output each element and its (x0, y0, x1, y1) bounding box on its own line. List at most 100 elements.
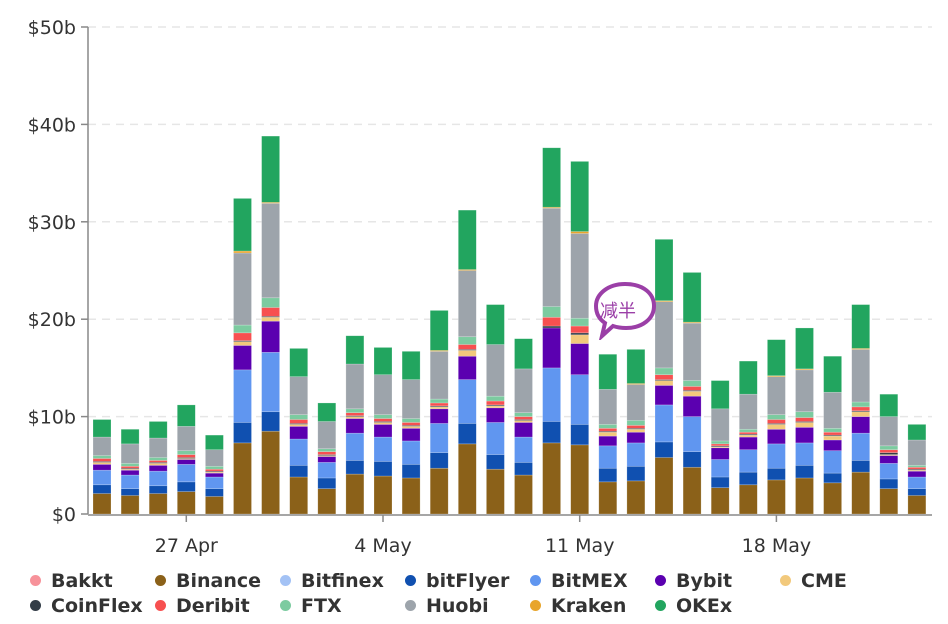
bar-segment-cme (457, 350, 477, 357)
bar-segment-binance (626, 480, 646, 515)
bar-stack (514, 338, 533, 515)
bar-segment-kraken (851, 348, 871, 350)
bar-segment-bitflyer (570, 424, 590, 446)
bar-segment-huobi (879, 416, 899, 447)
legend-label: Deribit (176, 594, 250, 617)
legend-item-bitfinex[interactable]: Bitfinex (272, 570, 397, 592)
bar-segment-bitmex (654, 404, 674, 443)
legend-item-deribit[interactable]: Deribit (147, 595, 272, 617)
bar-segment-bitmex (570, 374, 590, 425)
bar-stack (767, 339, 786, 515)
legend-item-bitmex[interactable]: BitMEX (522, 570, 647, 592)
bar-segment-bitflyer (92, 484, 112, 494)
legend-item-binance[interactable]: Binance (147, 570, 272, 592)
bar-segment-cme (233, 341, 252, 346)
bar-segment-binance (345, 473, 365, 515)
legend-item-huobi[interactable]: Huobi (397, 595, 522, 617)
bars (92, 135, 927, 515)
bar-segment-ftx (261, 297, 280, 308)
bar-segment-bitmex (92, 469, 112, 486)
bar-segment-bitmex (148, 470, 168, 487)
bar-segment-okex (738, 360, 758, 395)
legend-dot-icon (405, 600, 416, 611)
bar-segment-deribit (514, 416, 533, 420)
bar-segment-ftx (317, 448, 337, 452)
bar-segment-binance (682, 466, 702, 515)
legend-item-okex[interactable]: OKEx (647, 595, 772, 617)
bar-segment-bitmex (177, 464, 196, 483)
bar-segment-bybit (542, 327, 561, 369)
bar-segment-bitflyer (823, 472, 842, 484)
legend-item-bakkt[interactable]: Bakkt (22, 570, 147, 592)
bar-segment-bybit (795, 427, 814, 444)
bar-segment-deribit (682, 386, 702, 391)
legend-item-ftx[interactable]: FTX (272, 595, 397, 617)
bar-segment-okex (879, 393, 899, 417)
bar-segment-okex (682, 272, 702, 323)
bar-stack (120, 428, 140, 515)
bar-segment-huobi (767, 376, 786, 415)
bar-stack (738, 360, 758, 515)
bar-segment-ftx (823, 427, 842, 433)
bar-segment-bybit (738, 436, 758, 451)
bar-stack (205, 434, 224, 515)
bar-segment-deribit (373, 418, 393, 422)
bar-stack (401, 351, 421, 515)
bar-segment-binance (486, 468, 505, 515)
bar-segment-deribit (233, 332, 252, 341)
bar-segment-bitflyer (177, 481, 196, 492)
legend-item-cme[interactable]: CME (772, 570, 897, 592)
legend-dot-icon (30, 600, 41, 611)
bar-segment-bitflyer (486, 454, 505, 470)
bar-segment-bitmex (767, 443, 786, 469)
bar-segment-deribit (570, 325, 590, 334)
bar-segment-bitmex (851, 432, 871, 461)
bar-segment-bitmex (486, 422, 505, 455)
bar-segment-bitflyer (542, 421, 561, 444)
bar-segment-cme (120, 468, 140, 471)
legend-label: CME (801, 569, 847, 592)
legend-label: FTX (301, 594, 342, 617)
bar-segment-huobi (682, 322, 702, 381)
bar-stack (345, 335, 365, 515)
bar-segment-deribit (486, 400, 505, 406)
legend-item-coinflex[interactable]: CoinFlex (22, 595, 147, 617)
bar-segment-bybit (823, 439, 842, 451)
bar-segment-huobi (233, 252, 252, 326)
bar-segment-bybit (289, 426, 309, 440)
bar-segment-binance (92, 493, 112, 515)
bar-segment-cme (851, 411, 871, 417)
bar-segment-okex (795, 327, 814, 370)
legend-item-kraken[interactable]: Kraken (522, 595, 647, 617)
bar-segment-deribit (598, 427, 618, 432)
legend-label: Huobi (426, 594, 489, 617)
bar-stack (92, 419, 112, 515)
bar-segment-bitmex (626, 442, 646, 467)
bar-segment-ftx (233, 324, 252, 334)
bar-segment-okex (823, 355, 842, 393)
bar-segment-deribit (317, 451, 337, 455)
legend-item-bybit[interactable]: Bybit (647, 570, 772, 592)
bar-segment-okex (317, 402, 337, 422)
bar-segment-bitmex (317, 462, 337, 479)
halving-annotation-label: 减半 (600, 301, 636, 322)
bar-segment-deribit (92, 458, 112, 462)
bar-segment-okex (401, 351, 421, 380)
y-tick-label: $20b (28, 309, 76, 331)
x-axis: 27 Apr 4 May 11 May 18 May (88, 514, 932, 557)
bar-segment-bitflyer (205, 488, 224, 497)
bar-segment-ftx (429, 398, 449, 404)
bar-segment-bitmex (542, 367, 561, 422)
bar-segment-bybit (682, 395, 702, 417)
bar-segment-huobi (317, 421, 337, 450)
bar-segment-deribit (767, 419, 786, 424)
bar-segment-okex (205, 434, 224, 451)
bar-segment-bybit (598, 435, 618, 447)
bar-segment-huobi (289, 376, 309, 415)
legend-item-bitflyer[interactable]: bitFlyer (397, 570, 522, 592)
bar-segment-deribit (457, 344, 477, 350)
bar-segment-binance (177, 491, 196, 515)
bar-stack (429, 310, 449, 515)
bar-segment-cme (261, 316, 280, 322)
bar-segment-okex (345, 335, 365, 365)
